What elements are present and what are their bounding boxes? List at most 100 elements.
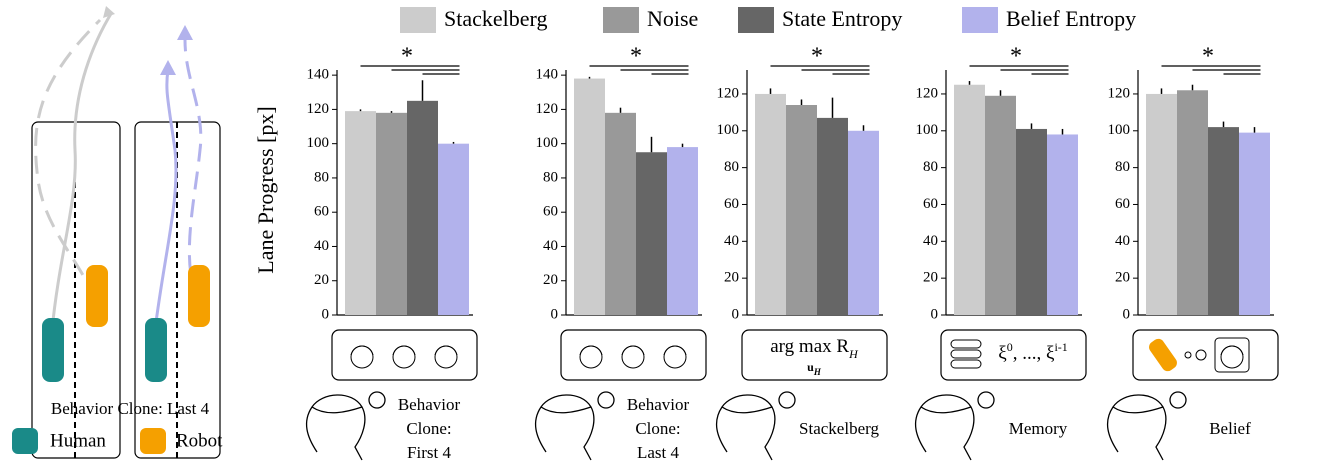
- legend-label: State Entropy: [782, 6, 902, 31]
- y-tick-label: 100: [536, 135, 559, 151]
- y-tick-label: 20: [543, 272, 558, 288]
- significance-star: *: [1202, 44, 1214, 70]
- legend-swatch: [140, 428, 166, 454]
- panel-caption: Stackelberg: [799, 419, 879, 438]
- y-tick-label: 0: [732, 306, 740, 322]
- caption-box: Behavior Clone: Last 4: [626, 395, 690, 462]
- box-text: arg max RH: [770, 336, 859, 360]
- legend-label: Stackelberg: [444, 6, 547, 31]
- box-text-run: H: [848, 347, 859, 361]
- face-hair: [434, 345, 458, 356]
- box-text: ξ0, ..., ξi-1: [998, 340, 1068, 365]
- y-tick-label: 40: [314, 238, 329, 254]
- caption-box: Behavior Clone: First 4: [397, 395, 461, 462]
- face-hair: [621, 345, 645, 356]
- bubble: [1195, 349, 1207, 361]
- thought-bubble: [597, 391, 615, 409]
- box-text-run: , ..., ξ: [1013, 343, 1055, 364]
- y-tick-label: 0: [1123, 306, 1131, 322]
- bar: [817, 117, 848, 315]
- y-tick-label: 140: [536, 67, 559, 83]
- y-tick-label: 40: [724, 233, 739, 249]
- condition-box: [1132, 329, 1279, 381]
- box-text: uH: [807, 360, 822, 377]
- thinker-icon: [1106, 391, 1187, 461]
- bar: [376, 112, 407, 315]
- significance-star: *: [401, 44, 413, 70]
- box-text-run: u: [807, 360, 814, 374]
- head: [534, 394, 595, 461]
- legend-swatch: [400, 7, 436, 33]
- bar: [1177, 90, 1208, 316]
- y-tick-label: 80: [543, 169, 558, 185]
- condition-box: [560, 329, 707, 381]
- caption-box: Memory: [1008, 419, 1068, 438]
- bar: [1239, 132, 1270, 315]
- bar: [1208, 127, 1239, 316]
- thought-bubble: [368, 391, 386, 409]
- legend-swatch: [738, 7, 774, 33]
- y-tick-label: 20: [1115, 270, 1130, 286]
- panel-caption: Memory: [1008, 419, 1068, 438]
- face-hair: [1220, 345, 1244, 356]
- y-tick-label: 40: [1115, 233, 1130, 249]
- significance-star: *: [811, 44, 823, 70]
- face-hair: [579, 345, 603, 356]
- thinker-icon: [534, 391, 615, 461]
- y-tick-label: 40: [923, 233, 938, 249]
- y-tick-label: 60: [314, 204, 329, 220]
- y-tick-label: 0: [551, 306, 559, 322]
- legend-label: Robot: [176, 430, 223, 451]
- thought-bubble: [977, 391, 995, 409]
- box-text-run: H: [813, 367, 822, 377]
- face-hair: [392, 345, 416, 356]
- box-text-run: arg max R: [770, 336, 849, 357]
- box-text-run: 0: [1007, 340, 1013, 354]
- y-tick-label: 120: [307, 101, 330, 117]
- left-caption: Behavior Clone: Last 4: [51, 399, 210, 418]
- server-icon: [950, 339, 982, 349]
- y-axis-label: Lane Progress [px]: [253, 106, 278, 273]
- y-tick-label: 120: [536, 101, 559, 117]
- hair: [311, 406, 363, 414]
- y-tick-label: 20: [724, 270, 739, 286]
- bar: [438, 143, 469, 315]
- y-tick-label: 60: [923, 196, 938, 212]
- significance-star: *: [630, 44, 642, 70]
- y-tick-label: 20: [923, 270, 938, 286]
- caption-box: Belief: [1209, 419, 1251, 438]
- box-icons: [950, 339, 982, 369]
- thinker-icon: [914, 391, 995, 461]
- significance-star: *: [1010, 44, 1022, 70]
- bar: [848, 130, 879, 315]
- box-icons: [350, 345, 458, 369]
- condition-box: [331, 329, 478, 381]
- y-tick-label: 120: [717, 85, 740, 101]
- bar: [636, 152, 667, 315]
- bar: [667, 147, 698, 315]
- y-tick-label: 80: [923, 159, 938, 175]
- bubble: [1184, 351, 1192, 359]
- bar: [786, 105, 817, 315]
- panel-caption: Belief: [1209, 419, 1251, 438]
- legend-label: Noise: [647, 6, 698, 31]
- bar: [1016, 128, 1047, 315]
- robot-car-icon: [1149, 338, 1177, 372]
- portrait-frame: [1214, 337, 1250, 373]
- box-text-run: i-1: [1054, 340, 1067, 354]
- bar: [1047, 134, 1078, 315]
- y-tick-label: 80: [724, 159, 739, 175]
- head: [715, 394, 776, 461]
- panel-caption: Behavior Clone: First 4: [397, 395, 461, 462]
- left-diagram: [31, 6, 221, 459]
- panel-caption: Behavior Clone: Last 4: [626, 395, 690, 462]
- thinker-icon: [305, 391, 386, 461]
- box-icons: [1149, 337, 1250, 373]
- legend-swatch: [603, 7, 639, 33]
- caption-box: Stackelberg: [799, 419, 879, 438]
- y-tick-label: 0: [931, 306, 939, 322]
- box-text-run: ξ: [998, 343, 1007, 364]
- y-tick-label: 100: [717, 122, 740, 138]
- bar: [574, 78, 605, 315]
